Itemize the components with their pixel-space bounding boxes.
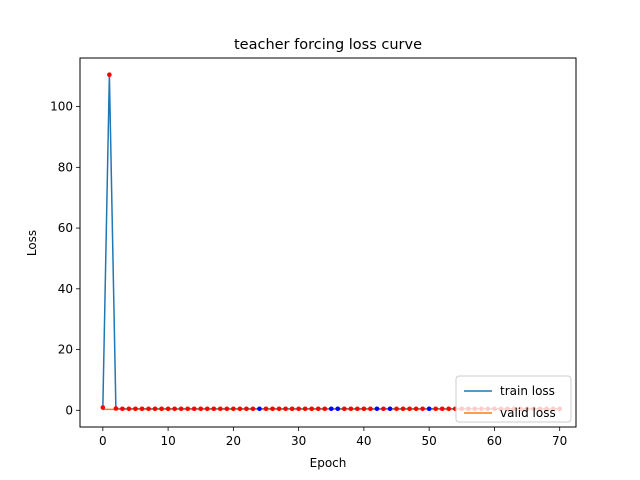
data-point xyxy=(204,406,210,412)
legend-label: valid loss xyxy=(500,406,556,420)
data-point xyxy=(185,406,190,412)
y-axis-title: Loss xyxy=(25,230,39,256)
data-point xyxy=(420,406,425,412)
y-tick-label: 0 xyxy=(65,403,73,417)
data-point xyxy=(283,406,288,412)
data-point xyxy=(400,406,406,412)
y-tick-label: 40 xyxy=(58,282,73,296)
data-point xyxy=(263,406,269,412)
y-tick-label: 60 xyxy=(58,221,73,235)
data-point xyxy=(257,406,262,412)
x-tick-label: 50 xyxy=(422,434,437,448)
data-point xyxy=(237,406,243,412)
data-point xyxy=(381,406,386,412)
data-point xyxy=(322,406,328,412)
data-point xyxy=(133,406,138,412)
data-point xyxy=(172,406,177,412)
x-tick-label: 20 xyxy=(226,434,241,448)
data-point xyxy=(289,406,295,412)
data-point xyxy=(355,406,360,412)
data-point xyxy=(100,405,106,410)
data-point xyxy=(361,406,367,412)
data-point xyxy=(152,406,158,412)
data-point xyxy=(413,406,419,412)
data-point xyxy=(439,406,445,412)
data-point xyxy=(120,406,125,412)
x-tick-label: 10 xyxy=(160,434,175,448)
x-tick-label: 0 xyxy=(99,434,107,448)
legend-label: train loss xyxy=(500,384,555,398)
data-point xyxy=(315,406,321,412)
axes-frame xyxy=(79,57,577,428)
data-point xyxy=(446,406,452,412)
data-point xyxy=(387,406,393,412)
data-point xyxy=(250,406,256,412)
chart-title: teacher forcing loss curve xyxy=(234,37,422,53)
y-axis: 0 20 40 60 80 100 xyxy=(50,100,80,417)
legend: train loss valid loss xyxy=(455,375,572,423)
x-tick-label: 60 xyxy=(487,434,502,448)
data-point xyxy=(433,406,438,412)
data-point xyxy=(244,406,249,412)
x-tick-label: 70 xyxy=(552,434,567,448)
data-point xyxy=(328,406,334,412)
data-point xyxy=(368,406,373,412)
legend-box xyxy=(455,375,572,423)
data-point xyxy=(224,406,230,412)
data-point xyxy=(113,406,119,411)
data-point xyxy=(146,406,151,412)
data-point xyxy=(302,406,308,412)
data-point xyxy=(296,406,301,412)
x-axis: 0 10 20 30 40 50 60 70 xyxy=(99,427,567,448)
data-point xyxy=(139,406,145,412)
data-point xyxy=(218,406,223,412)
y-tick-label: 100 xyxy=(50,100,73,114)
data-point xyxy=(159,406,164,412)
data-point xyxy=(276,406,282,412)
data-point xyxy=(198,406,204,412)
x-axis-title: Epoch xyxy=(310,456,347,470)
data-point xyxy=(335,406,341,412)
data-point xyxy=(394,406,399,412)
data-point xyxy=(309,406,314,412)
data-point xyxy=(165,406,171,412)
data-point xyxy=(211,406,217,412)
y-tick-label: 20 xyxy=(58,343,73,357)
data-point xyxy=(426,406,432,412)
data-point xyxy=(231,406,236,412)
data-point xyxy=(191,406,197,412)
data-point xyxy=(342,406,347,412)
data-point xyxy=(374,406,380,412)
data-point xyxy=(348,406,354,412)
data-point xyxy=(407,406,412,412)
data-point xyxy=(270,406,275,412)
y-tick-label: 80 xyxy=(58,160,73,174)
data-point xyxy=(126,406,132,412)
data-point xyxy=(107,72,112,77)
x-tick-label: 40 xyxy=(356,434,371,448)
x-tick-label: 30 xyxy=(291,434,306,448)
data-point xyxy=(178,406,184,412)
